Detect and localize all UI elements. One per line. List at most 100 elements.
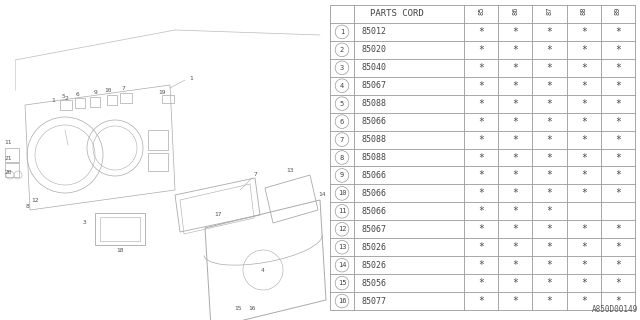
Text: 85: 85 xyxy=(478,7,484,15)
Text: *: * xyxy=(547,206,552,216)
Text: *: * xyxy=(615,81,621,91)
Text: 16: 16 xyxy=(338,298,346,304)
Text: 87: 87 xyxy=(547,7,552,15)
Text: *: * xyxy=(478,296,484,306)
Text: 9: 9 xyxy=(93,91,97,95)
Text: 85066: 85066 xyxy=(362,171,387,180)
Text: *: * xyxy=(615,99,621,109)
Text: 86: 86 xyxy=(512,7,518,15)
Text: *: * xyxy=(478,278,484,288)
Text: 21: 21 xyxy=(4,156,12,161)
Text: 2: 2 xyxy=(64,95,68,100)
Text: *: * xyxy=(547,27,552,37)
Text: *: * xyxy=(615,260,621,270)
Text: *: * xyxy=(580,242,587,252)
Text: *: * xyxy=(513,296,518,306)
Text: 20: 20 xyxy=(4,171,12,175)
Text: 7: 7 xyxy=(340,137,344,142)
Text: *: * xyxy=(547,260,552,270)
Text: 4: 4 xyxy=(261,268,265,273)
Text: 15: 15 xyxy=(338,280,346,286)
Bar xyxy=(148,130,168,150)
Text: *: * xyxy=(547,134,552,145)
Text: *: * xyxy=(547,153,552,163)
Text: *: * xyxy=(547,81,552,91)
Text: *: * xyxy=(513,260,518,270)
Text: *: * xyxy=(547,188,552,198)
Text: *: * xyxy=(547,45,552,55)
Text: *: * xyxy=(580,224,587,234)
Text: 5: 5 xyxy=(340,101,344,107)
Text: *: * xyxy=(478,81,484,91)
Text: *: * xyxy=(478,260,484,270)
Text: 18: 18 xyxy=(116,247,124,252)
Text: *: * xyxy=(478,188,484,198)
Text: *: * xyxy=(615,242,621,252)
Text: *: * xyxy=(580,171,587,180)
Text: 3: 3 xyxy=(340,65,344,71)
Bar xyxy=(107,95,117,105)
Text: *: * xyxy=(615,153,621,163)
Text: *: * xyxy=(513,206,518,216)
Text: *: * xyxy=(513,63,518,73)
Text: 7: 7 xyxy=(122,86,126,92)
Text: 85012: 85012 xyxy=(362,28,387,36)
Text: *: * xyxy=(513,278,518,288)
Text: *: * xyxy=(478,134,484,145)
Text: 4: 4 xyxy=(340,83,344,89)
Text: 19: 19 xyxy=(158,91,166,95)
Text: 85088: 85088 xyxy=(362,135,387,144)
Text: 13: 13 xyxy=(286,167,294,172)
Text: *: * xyxy=(478,63,484,73)
Text: 85020: 85020 xyxy=(362,45,387,54)
Text: 10: 10 xyxy=(104,89,112,93)
Text: 1: 1 xyxy=(340,29,344,35)
Text: *: * xyxy=(513,224,518,234)
Text: *: * xyxy=(580,27,587,37)
Text: *: * xyxy=(478,206,484,216)
Text: *: * xyxy=(615,296,621,306)
Text: *: * xyxy=(547,63,552,73)
Text: 11: 11 xyxy=(338,208,346,214)
Text: *: * xyxy=(580,63,587,73)
Text: *: * xyxy=(513,99,518,109)
Text: 85066: 85066 xyxy=(362,117,387,126)
Text: 12: 12 xyxy=(31,197,39,203)
Text: 1: 1 xyxy=(189,76,193,81)
Text: *: * xyxy=(547,278,552,288)
Bar xyxy=(100,217,140,241)
Text: 5: 5 xyxy=(61,94,65,100)
Text: *: * xyxy=(547,99,552,109)
Text: *: * xyxy=(580,260,587,270)
Text: *: * xyxy=(478,153,484,163)
Text: 10: 10 xyxy=(338,190,346,196)
Text: 85088: 85088 xyxy=(362,153,387,162)
Text: *: * xyxy=(580,45,587,55)
Bar xyxy=(95,213,145,245)
Text: 1: 1 xyxy=(51,98,55,102)
Text: *: * xyxy=(547,296,552,306)
Text: 85067: 85067 xyxy=(362,225,387,234)
Text: *: * xyxy=(547,116,552,127)
Text: *: * xyxy=(513,81,518,91)
Text: *: * xyxy=(547,242,552,252)
Text: 14: 14 xyxy=(318,193,326,197)
Text: 16: 16 xyxy=(248,306,256,310)
Text: *: * xyxy=(478,45,484,55)
Text: 85056: 85056 xyxy=(362,279,387,288)
Text: *: * xyxy=(580,99,587,109)
Text: *: * xyxy=(547,171,552,180)
Text: PARTS CORD: PARTS CORD xyxy=(370,10,424,19)
Text: 7: 7 xyxy=(253,172,257,178)
Text: 8: 8 xyxy=(26,204,30,210)
Text: *: * xyxy=(615,45,621,55)
Text: 8: 8 xyxy=(340,155,344,161)
Text: 88: 88 xyxy=(580,7,587,15)
Bar xyxy=(120,93,132,103)
Bar xyxy=(5,163,19,177)
Text: *: * xyxy=(580,188,587,198)
Text: *: * xyxy=(580,278,587,288)
Bar xyxy=(75,98,85,108)
Text: 17: 17 xyxy=(214,212,221,218)
Text: 85067: 85067 xyxy=(362,81,387,90)
